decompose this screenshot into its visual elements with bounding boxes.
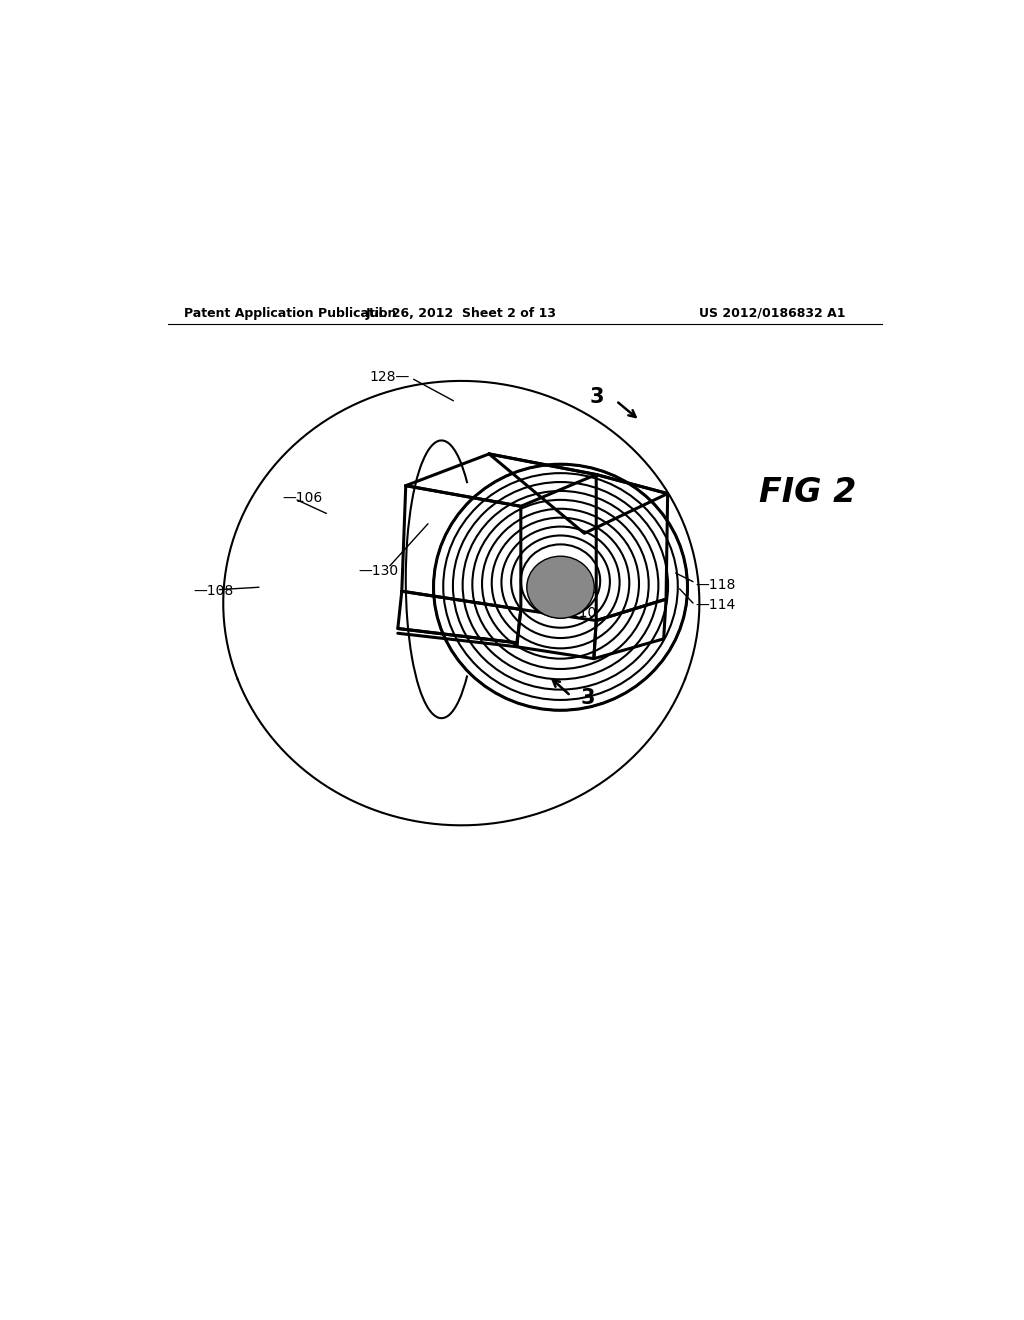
Text: 3: 3 [590, 387, 604, 407]
Text: 3: 3 [581, 688, 595, 709]
Text: —108: —108 [194, 585, 233, 598]
Text: —110: —110 [557, 606, 597, 619]
Text: 128—: 128— [370, 370, 410, 384]
Text: US 2012/0186832 A1: US 2012/0186832 A1 [699, 308, 846, 319]
Text: —106: —106 [283, 491, 323, 504]
Text: —130: —130 [358, 565, 398, 578]
Text: Jul. 26, 2012  Sheet 2 of 13: Jul. 26, 2012 Sheet 2 of 13 [366, 308, 557, 319]
Text: Patent Application Publication: Patent Application Publication [183, 308, 396, 319]
Ellipse shape [526, 556, 594, 618]
Text: FIG 2: FIG 2 [759, 475, 856, 508]
Text: —114: —114 [695, 598, 735, 612]
Text: —118: —118 [695, 578, 736, 591]
